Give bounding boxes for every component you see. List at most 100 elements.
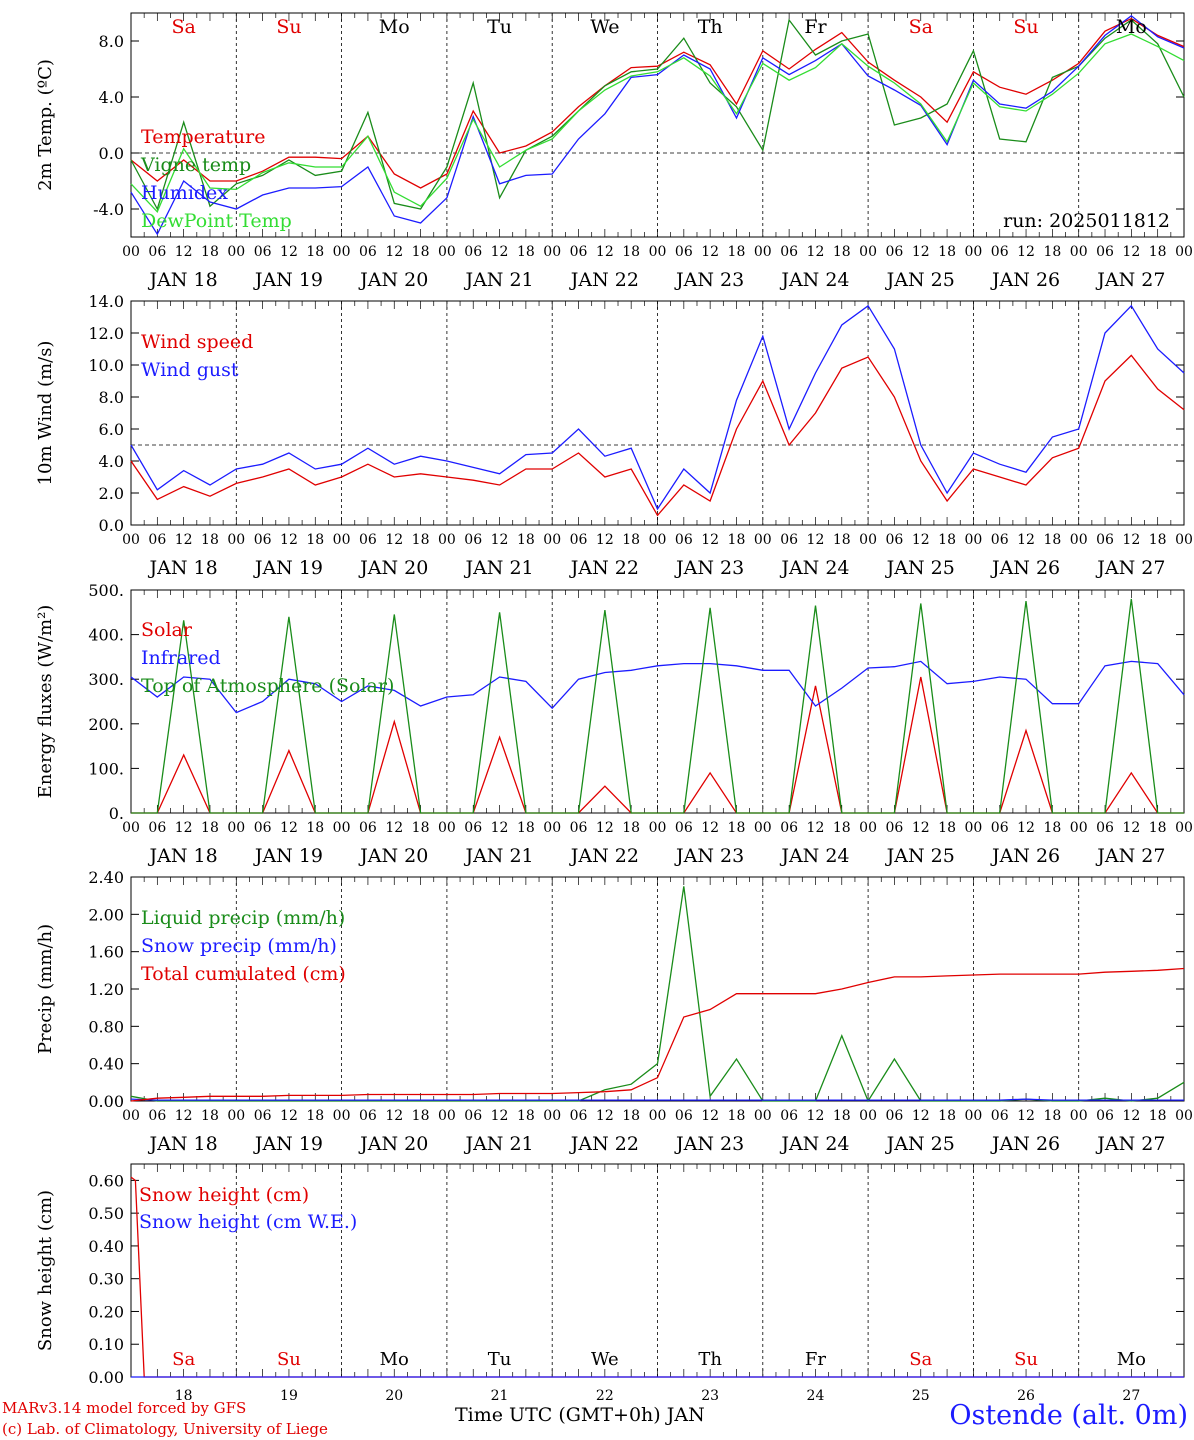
hour-tick-label: 12: [1122, 1108, 1140, 1124]
day-label: JAN 21: [463, 1133, 533, 1155]
hour-tick-label: 06: [464, 244, 482, 260]
series-line-dewpoint-temp: [130, 33, 1185, 213]
panel-energy: 0. 100. 200. 300. 400. 500. Energy fluxes (W/m…: [35, 581, 1193, 867]
hour-tick-label: 12: [491, 820, 509, 836]
day-label: JAN 20: [358, 269, 428, 291]
hour-tick-label: 06: [675, 532, 693, 548]
hour-tick-label: 06: [464, 1108, 482, 1124]
day-label: JAN 19: [253, 1133, 323, 1155]
day-number-label: 24: [807, 1388, 825, 1404]
day-label: JAN 27: [1095, 1133, 1165, 1155]
hour-tick-label: 00: [227, 532, 245, 548]
y-tick-label: 8.0: [99, 388, 124, 407]
legend-entry: Vigne temp: [140, 154, 251, 176]
hour-tick-label: 00: [649, 532, 667, 548]
hour-tick-label: 06: [675, 820, 693, 836]
weekday-label: Sa: [909, 16, 933, 38]
plot-frame: [130, 12, 1185, 238]
y-tick-label: 4.0: [99, 452, 124, 471]
hour-tick-label: 00: [122, 244, 140, 260]
weekday-label: Su: [277, 1349, 301, 1370]
hour-tick-label: 18: [833, 244, 851, 260]
hour-tick-label: 12: [1017, 820, 1035, 836]
hour-tick-label: 12: [385, 532, 403, 548]
hour-tick-label: 18: [201, 532, 219, 548]
hour-tick-label: 18: [517, 1108, 535, 1124]
hour-tick-label: 12: [175, 244, 193, 260]
hour-tick-label: 00: [333, 820, 351, 836]
y-tick-label: 10.0: [88, 356, 124, 375]
day-label: JAN 25: [885, 557, 955, 579]
series-line-total-cumulated-cm-: [130, 967, 1185, 1102]
day-label: JAN 26: [990, 1133, 1060, 1155]
day-label: JAN 27: [1095, 845, 1165, 867]
hour-tick-label: 00: [543, 244, 561, 260]
hour-tick-label: 18: [306, 532, 324, 548]
hour-tick-label: 18: [728, 820, 746, 836]
weekday-label: Mo: [1116, 16, 1147, 38]
hour-tick-label: 12: [1017, 244, 1035, 260]
hour-tick-label: 06: [254, 244, 272, 260]
hour-tick-label: 00: [333, 1108, 351, 1124]
hour-tick-label: 12: [280, 532, 298, 548]
y-tick-label: 14.0: [88, 292, 124, 311]
legend-entry: Temperature: [141, 126, 265, 148]
hour-tick-label: 18: [412, 532, 430, 548]
day-label: JAN 20: [358, 1133, 428, 1155]
hour-tick-label: 06: [991, 244, 1009, 260]
day-number-label: 19: [280, 1388, 298, 1404]
hour-tick-label: 00: [543, 1108, 561, 1124]
hour-tick-label: 00: [754, 244, 772, 260]
day-label: JAN 24: [779, 557, 849, 579]
day-label: JAN 23: [674, 557, 744, 579]
hour-tick-label: 06: [886, 1108, 904, 1124]
day-label: JAN 22: [569, 845, 639, 867]
series-line-wind-gust: [130, 304, 1185, 511]
day-label: JAN 20: [358, 557, 428, 579]
weekday-label: Su: [1014, 1349, 1038, 1370]
y-tick-label: 0.40: [88, 1237, 124, 1256]
hour-tick-label: 00: [649, 820, 667, 836]
hour-tick-label: 12: [596, 1108, 614, 1124]
hour-tick-label: 00: [964, 1108, 982, 1124]
y-tick-label: 0.10: [88, 1335, 124, 1354]
hour-tick-label: 06: [359, 244, 377, 260]
y-tick-label: 0.60: [88, 1171, 124, 1190]
hour-tick-label: 06: [359, 1108, 377, 1124]
series-line-snow-precip-mm-h-: [130, 1098, 1184, 1101]
footer-model: MARv3.14 model forced by GFS: [2, 1399, 247, 1417]
day-label: JAN 25: [885, 269, 955, 291]
hour-tick-label: 00: [227, 1108, 245, 1124]
hour-tick-label: 00: [1175, 820, 1193, 836]
weekday-label: Th: [698, 16, 723, 38]
y-tick-label: 200.: [88, 715, 124, 734]
day-label: JAN 19: [253, 557, 323, 579]
hour-tick-label: 18: [306, 1108, 324, 1124]
legend-entry: Snow height (cm): [139, 1184, 309, 1206]
hour-tick-label: 18: [622, 1108, 640, 1124]
hour-tick-label: 12: [1017, 1108, 1035, 1124]
hour-tick-label: 06: [675, 1108, 693, 1124]
series-line-vigne-temp: [130, 18, 1185, 211]
weekday-label: We: [590, 16, 619, 38]
hour-tick-label: 18: [622, 820, 640, 836]
series-line-solar: [131, 676, 1184, 814]
hour-tick-label: 06: [780, 820, 798, 836]
footer-credit: (c) Lab. of Climatology, University of L…: [2, 1420, 328, 1438]
hour-tick-label: 06: [570, 1108, 588, 1124]
day-label: JAN 24: [779, 269, 849, 291]
hour-tick-label: 18: [728, 532, 746, 548]
hour-tick-label: 06: [1096, 244, 1114, 260]
y-tick-label: 6.0: [99, 420, 124, 439]
hour-tick-label: 06: [148, 820, 166, 836]
day-label: JAN 18: [148, 845, 218, 867]
hour-tick-label: 18: [517, 244, 535, 260]
hour-tick-label: 12: [491, 1108, 509, 1124]
y-tick-label: 1.60: [88, 943, 124, 962]
hour-tick-label: 18: [1043, 244, 1061, 260]
hour-tick-label: 06: [359, 532, 377, 548]
hour-tick-label: 00: [964, 244, 982, 260]
y-tick-label: 0.50: [88, 1204, 124, 1223]
hour-tick-label: 12: [385, 1108, 403, 1124]
